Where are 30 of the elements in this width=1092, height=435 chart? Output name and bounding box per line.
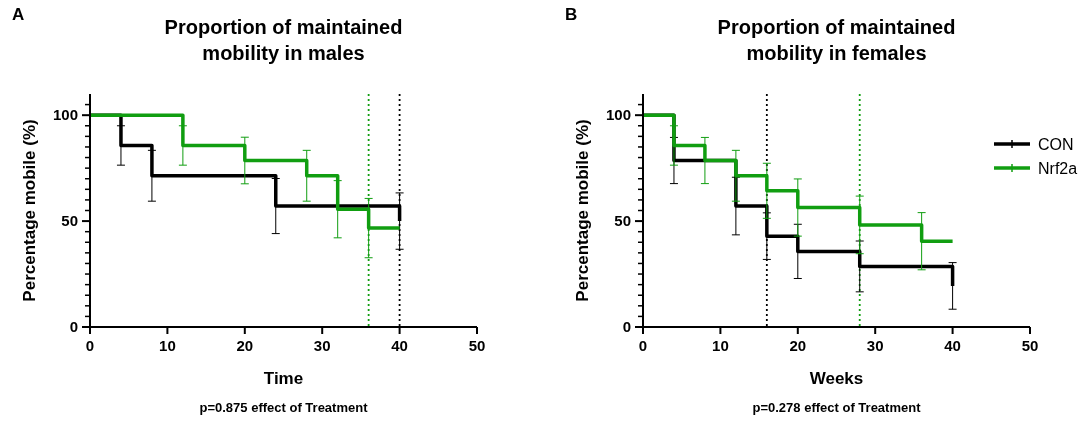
x-tick-label: 40 xyxy=(391,337,408,354)
x-tick-label: 30 xyxy=(866,337,884,354)
y-tick-label: 100 xyxy=(52,106,78,124)
text: B xyxy=(565,5,578,24)
text: p=0.278 effect of Treatment xyxy=(752,400,922,415)
x-axis-title: Weeks xyxy=(809,369,864,388)
chart-title: Proportion of maintained mobility in males xyxy=(164,16,403,64)
x-tick-label: 40 xyxy=(944,337,961,354)
chart-title: Proportion of maintained mobility in females xyxy=(717,16,956,64)
x-tick-label: 20 xyxy=(236,337,254,354)
y-tick-label: 0 xyxy=(69,318,78,335)
y-axis-title: Percentage mobile (%) xyxy=(20,119,39,302)
x-tick-label: 10 xyxy=(159,337,176,354)
y-tick-label: 50 xyxy=(61,212,78,230)
x-tick-label: 0 xyxy=(85,337,95,354)
y-tick-label: 0 xyxy=(622,318,631,335)
x-tick-label: 50 xyxy=(1021,337,1039,354)
x-axis-title: Time xyxy=(263,369,304,388)
x-tick-label: 20 xyxy=(789,337,807,354)
legend-label: CON xyxy=(1038,136,1074,153)
y-tick-label: 50 xyxy=(614,212,631,230)
legend-label: Nrf2a xyxy=(1038,160,1078,177)
y-axis-title: Percentage mobile (%) xyxy=(573,119,592,302)
x-tick-label: 10 xyxy=(712,337,729,354)
x-tick-label: 0 xyxy=(638,337,648,354)
x-tick-label: 50 xyxy=(468,337,486,354)
text: A xyxy=(12,5,25,24)
text: p=0.875 effect of Treatment xyxy=(199,400,369,415)
x-tick-label: 30 xyxy=(313,337,331,354)
y-tick-label: 100 xyxy=(605,106,631,124)
